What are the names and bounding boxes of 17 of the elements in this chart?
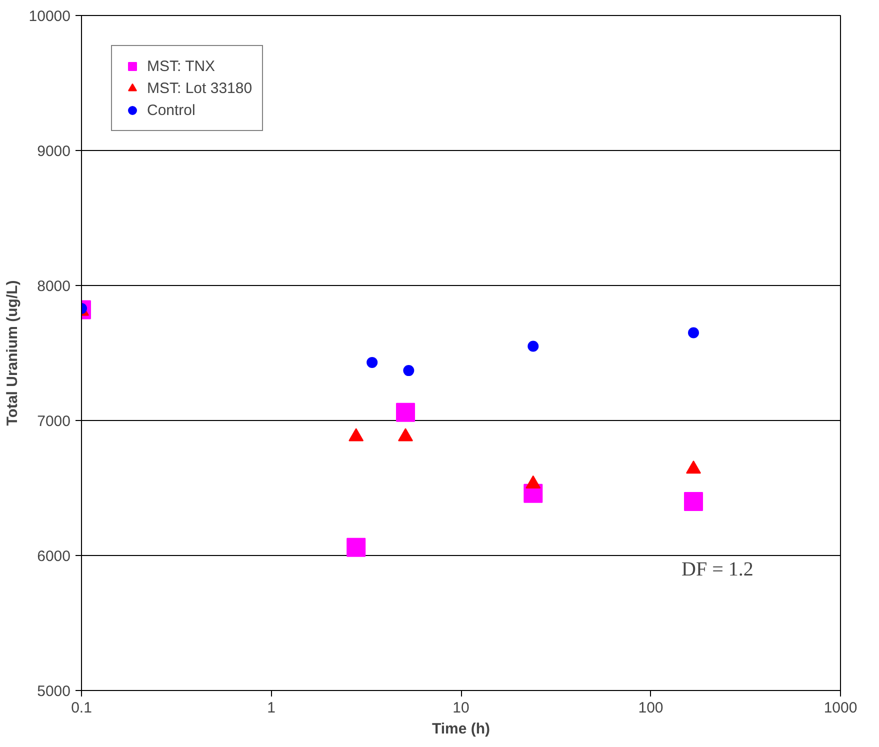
x-tick-label: 1 bbox=[267, 700, 276, 716]
x-tick-label: 1000 bbox=[824, 700, 858, 716]
x-tick-label: 0.1 bbox=[71, 700, 92, 716]
x-tick-label: 100 bbox=[638, 700, 664, 716]
x-tick-label: 10 bbox=[452, 700, 470, 716]
y-tick-label: 6000 bbox=[37, 548, 71, 565]
annotation: DF = 1.2 bbox=[682, 558, 754, 580]
legend-label: MST: Lot 33180 bbox=[147, 80, 252, 96]
x-axis-title: Time (h) bbox=[432, 720, 490, 738]
y-tick-label: 10000 bbox=[28, 8, 71, 25]
legend-label: MST: TNX bbox=[147, 58, 216, 74]
y-tick-label: 7000 bbox=[37, 413, 71, 430]
y-axis-title: Total Uranium (ug/L) bbox=[4, 280, 21, 426]
y-tick-label: 5000 bbox=[37, 683, 71, 700]
y-tick-label: 8000 bbox=[37, 278, 71, 295]
y-tick-label: 9000 bbox=[37, 143, 71, 160]
legend-label: Control bbox=[147, 102, 196, 118]
